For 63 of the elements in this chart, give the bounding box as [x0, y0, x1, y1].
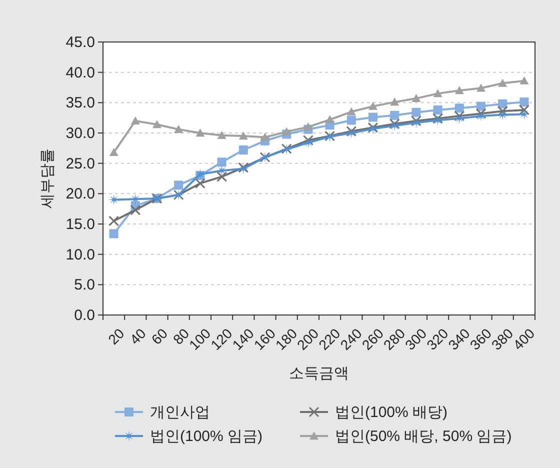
- point: [282, 127, 292, 136]
- point: [476, 84, 486, 92]
- legend-label: 법인(50% 배당, 50% 임금): [335, 428, 512, 445]
- point: [304, 122, 313, 131]
- x-tick-label: 20: [104, 325, 128, 348]
- point: [325, 115, 334, 124]
- y-tick-label: 40.0: [66, 64, 95, 82]
- y-tick-label: 45.0: [66, 34, 95, 51]
- point: [498, 99, 508, 108]
- y-tick-label: 15.0: [66, 216, 95, 233]
- point: [174, 180, 184, 190]
- point: [476, 110, 486, 122]
- y-tick-label: 5.0: [74, 276, 95, 294]
- x-axis-title: 소득금액: [289, 365, 349, 382]
- point: [412, 108, 421, 117]
- point: [109, 148, 118, 156]
- point: [194, 178, 206, 189]
- point: [302, 137, 314, 148]
- point: [520, 76, 529, 84]
- point: [454, 86, 464, 94]
- point: [518, 104, 530, 116]
- point: [238, 145, 248, 154]
- point: [476, 102, 486, 111]
- point: [520, 98, 529, 107]
- point: [217, 158, 226, 167]
- point: [130, 204, 141, 216]
- x-tick-label: 40: [126, 325, 150, 348]
- point: [498, 78, 508, 87]
- point: [217, 130, 226, 140]
- y-tick-label: 20.0: [66, 186, 95, 203]
- point: [174, 124, 184, 133]
- point: [108, 216, 120, 226]
- y-tick-label: 25.0: [66, 155, 95, 172]
- point: [497, 106, 508, 116]
- point: [368, 102, 378, 110]
- y-tick-label: 10.0: [66, 246, 95, 264]
- point: [302, 135, 314, 146]
- y-axis-title: 세부담률: [39, 148, 56, 208]
- point: [368, 112, 378, 122]
- legend-label: 법인(100% 임금): [150, 428, 263, 445]
- point: [433, 89, 442, 98]
- legend-label: 개인사업: [150, 404, 210, 421]
- point: [216, 171, 228, 182]
- point: [433, 105, 442, 114]
- point: [130, 116, 140, 124]
- point: [109, 229, 118, 238]
- point: [454, 110, 465, 122]
- point: [238, 132, 248, 140]
- y-tick-label: 35.0: [66, 94, 95, 112]
- legend-label: 법인(100% 배당): [335, 404, 448, 421]
- point: [260, 132, 270, 141]
- point: [390, 98, 400, 106]
- point: [346, 116, 356, 125]
- point: [152, 120, 162, 128]
- point: [454, 104, 464, 113]
- point: [412, 94, 421, 102]
- point: [196, 128, 205, 137]
- point: [390, 110, 400, 120]
- x-tick-label: 60: [148, 325, 171, 348]
- y-tick-label: 0.0: [74, 307, 95, 324]
- y-tick-label: 30.0: [66, 125, 95, 142]
- point: [346, 107, 356, 116]
- point: [476, 108, 486, 119]
